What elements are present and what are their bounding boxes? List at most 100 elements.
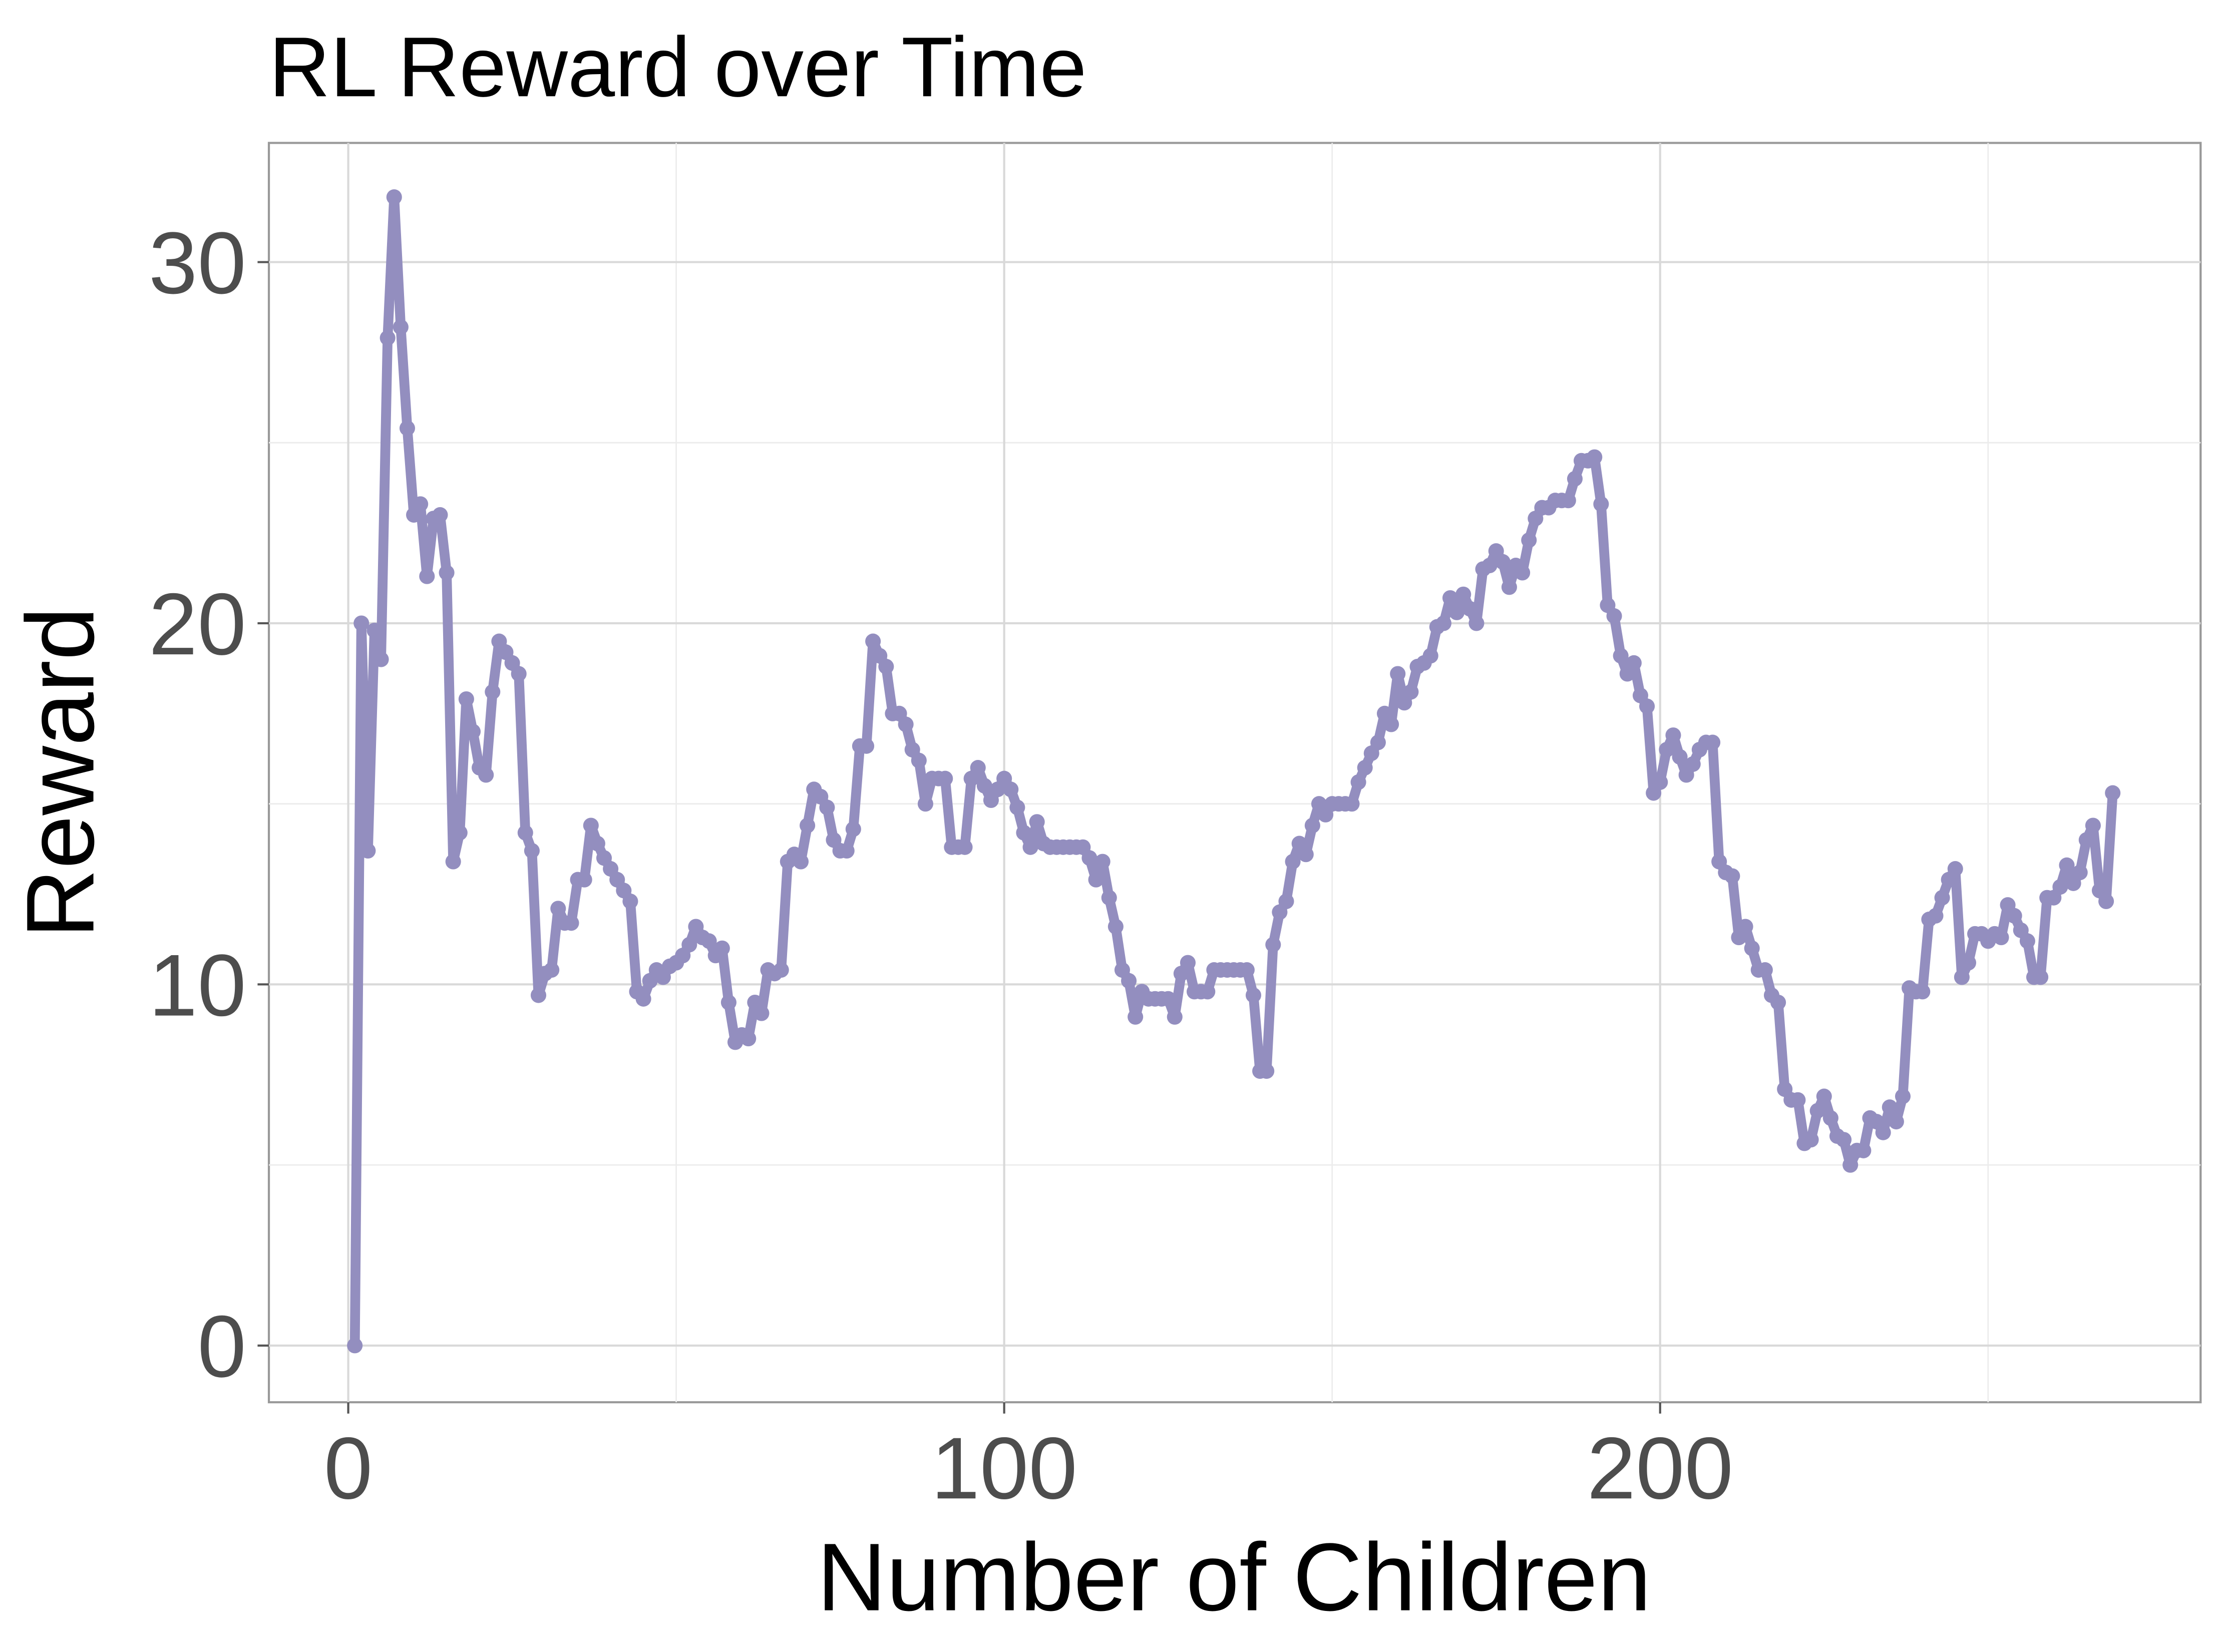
data-point xyxy=(1770,994,1786,1011)
data-point xyxy=(976,778,992,794)
data-point xyxy=(911,752,927,768)
data-point xyxy=(1934,890,1950,906)
data-point xyxy=(1344,796,1360,812)
data-point xyxy=(1462,601,1478,617)
data-point xyxy=(1606,608,1622,624)
data-point xyxy=(845,821,861,837)
data-point xyxy=(1960,955,1977,971)
data-point xyxy=(1593,496,1609,512)
data-point xyxy=(347,1338,363,1354)
data-point xyxy=(1245,987,1262,1003)
data-point xyxy=(622,893,638,910)
data-point xyxy=(419,568,435,584)
data-point xyxy=(793,854,809,870)
data-point xyxy=(550,901,566,917)
data-point xyxy=(741,1031,757,1047)
data-point xyxy=(1652,774,1668,790)
data-point xyxy=(1088,872,1104,888)
data-point xyxy=(1915,984,1931,1000)
data-point xyxy=(1482,558,1498,574)
data-point xyxy=(1390,666,1406,682)
data-point xyxy=(1724,868,1740,884)
data-point xyxy=(2052,879,2068,895)
data-point xyxy=(1239,962,1255,978)
data-point xyxy=(373,651,389,667)
y-axis-title: Reward xyxy=(7,607,114,938)
data-point xyxy=(1613,648,1629,664)
data-point xyxy=(393,319,409,335)
data-point xyxy=(1822,1110,1838,1126)
data-point xyxy=(563,915,579,931)
data-point xyxy=(1888,1114,1904,1130)
data-point xyxy=(1121,973,1137,989)
data-point xyxy=(937,770,953,786)
data-point xyxy=(1180,955,1196,971)
data-point xyxy=(1009,799,1025,815)
data-point xyxy=(1842,1157,1859,1173)
data-point xyxy=(1639,698,1655,714)
data-point xyxy=(1128,1009,1144,1025)
data-point xyxy=(839,843,855,859)
y-tick-label: 20 xyxy=(149,575,246,673)
data-point xyxy=(1468,615,1485,631)
data-point xyxy=(517,824,533,841)
data-point xyxy=(2098,893,2114,910)
data-point xyxy=(1383,716,1399,732)
data-point xyxy=(1954,969,1970,985)
data-point xyxy=(1422,648,1438,664)
data-point xyxy=(2085,817,2101,834)
data-point xyxy=(970,760,986,776)
data-point xyxy=(1803,1132,1819,1148)
plot-panel xyxy=(267,142,2202,1404)
data-point xyxy=(1435,615,1451,631)
data-point xyxy=(1278,893,1294,910)
data-point xyxy=(465,723,481,739)
data-point xyxy=(478,767,494,783)
data-point xyxy=(544,962,560,978)
data-point xyxy=(583,817,599,834)
data-point xyxy=(1259,1063,1275,1079)
data-point xyxy=(1449,604,1465,620)
data-point xyxy=(485,684,501,700)
data-point xyxy=(524,843,540,859)
data-point xyxy=(1285,854,1301,870)
data-point xyxy=(1029,814,1045,830)
data-point xyxy=(1304,817,1320,834)
data-point xyxy=(2033,969,2049,985)
data-point xyxy=(1587,449,1603,465)
data-point xyxy=(1521,532,1537,548)
data-point xyxy=(399,420,416,436)
y-tick-label: 30 xyxy=(149,214,246,312)
data-point xyxy=(2059,857,2075,873)
data-point xyxy=(386,189,402,205)
data-point xyxy=(458,691,474,707)
data-point xyxy=(1403,684,1419,700)
data-point xyxy=(1705,734,1721,750)
data-point xyxy=(1298,847,1314,863)
data-point xyxy=(439,565,455,581)
data-point xyxy=(681,937,697,953)
data-point xyxy=(452,824,468,841)
data-point xyxy=(1370,734,1386,750)
data-point xyxy=(2078,832,2094,848)
data-point xyxy=(432,507,448,523)
data-point xyxy=(1016,824,1032,841)
data-point xyxy=(1515,565,1531,581)
data-point xyxy=(1947,861,1963,877)
x-tick-label: 0 xyxy=(324,1419,373,1517)
data-point xyxy=(530,987,547,1003)
data-point xyxy=(1200,984,1216,1000)
data-point xyxy=(1167,1009,1183,1025)
data-point xyxy=(1882,1099,1898,1115)
data-point xyxy=(701,933,717,949)
data-point xyxy=(1836,1132,1852,1148)
data-point xyxy=(445,854,461,870)
data-point xyxy=(1501,579,1517,595)
data-point xyxy=(589,836,605,852)
data-point xyxy=(1626,655,1642,671)
data-point xyxy=(576,872,592,888)
data-point xyxy=(2019,933,2035,949)
data-point xyxy=(380,330,396,346)
data-point xyxy=(1895,1088,1911,1104)
